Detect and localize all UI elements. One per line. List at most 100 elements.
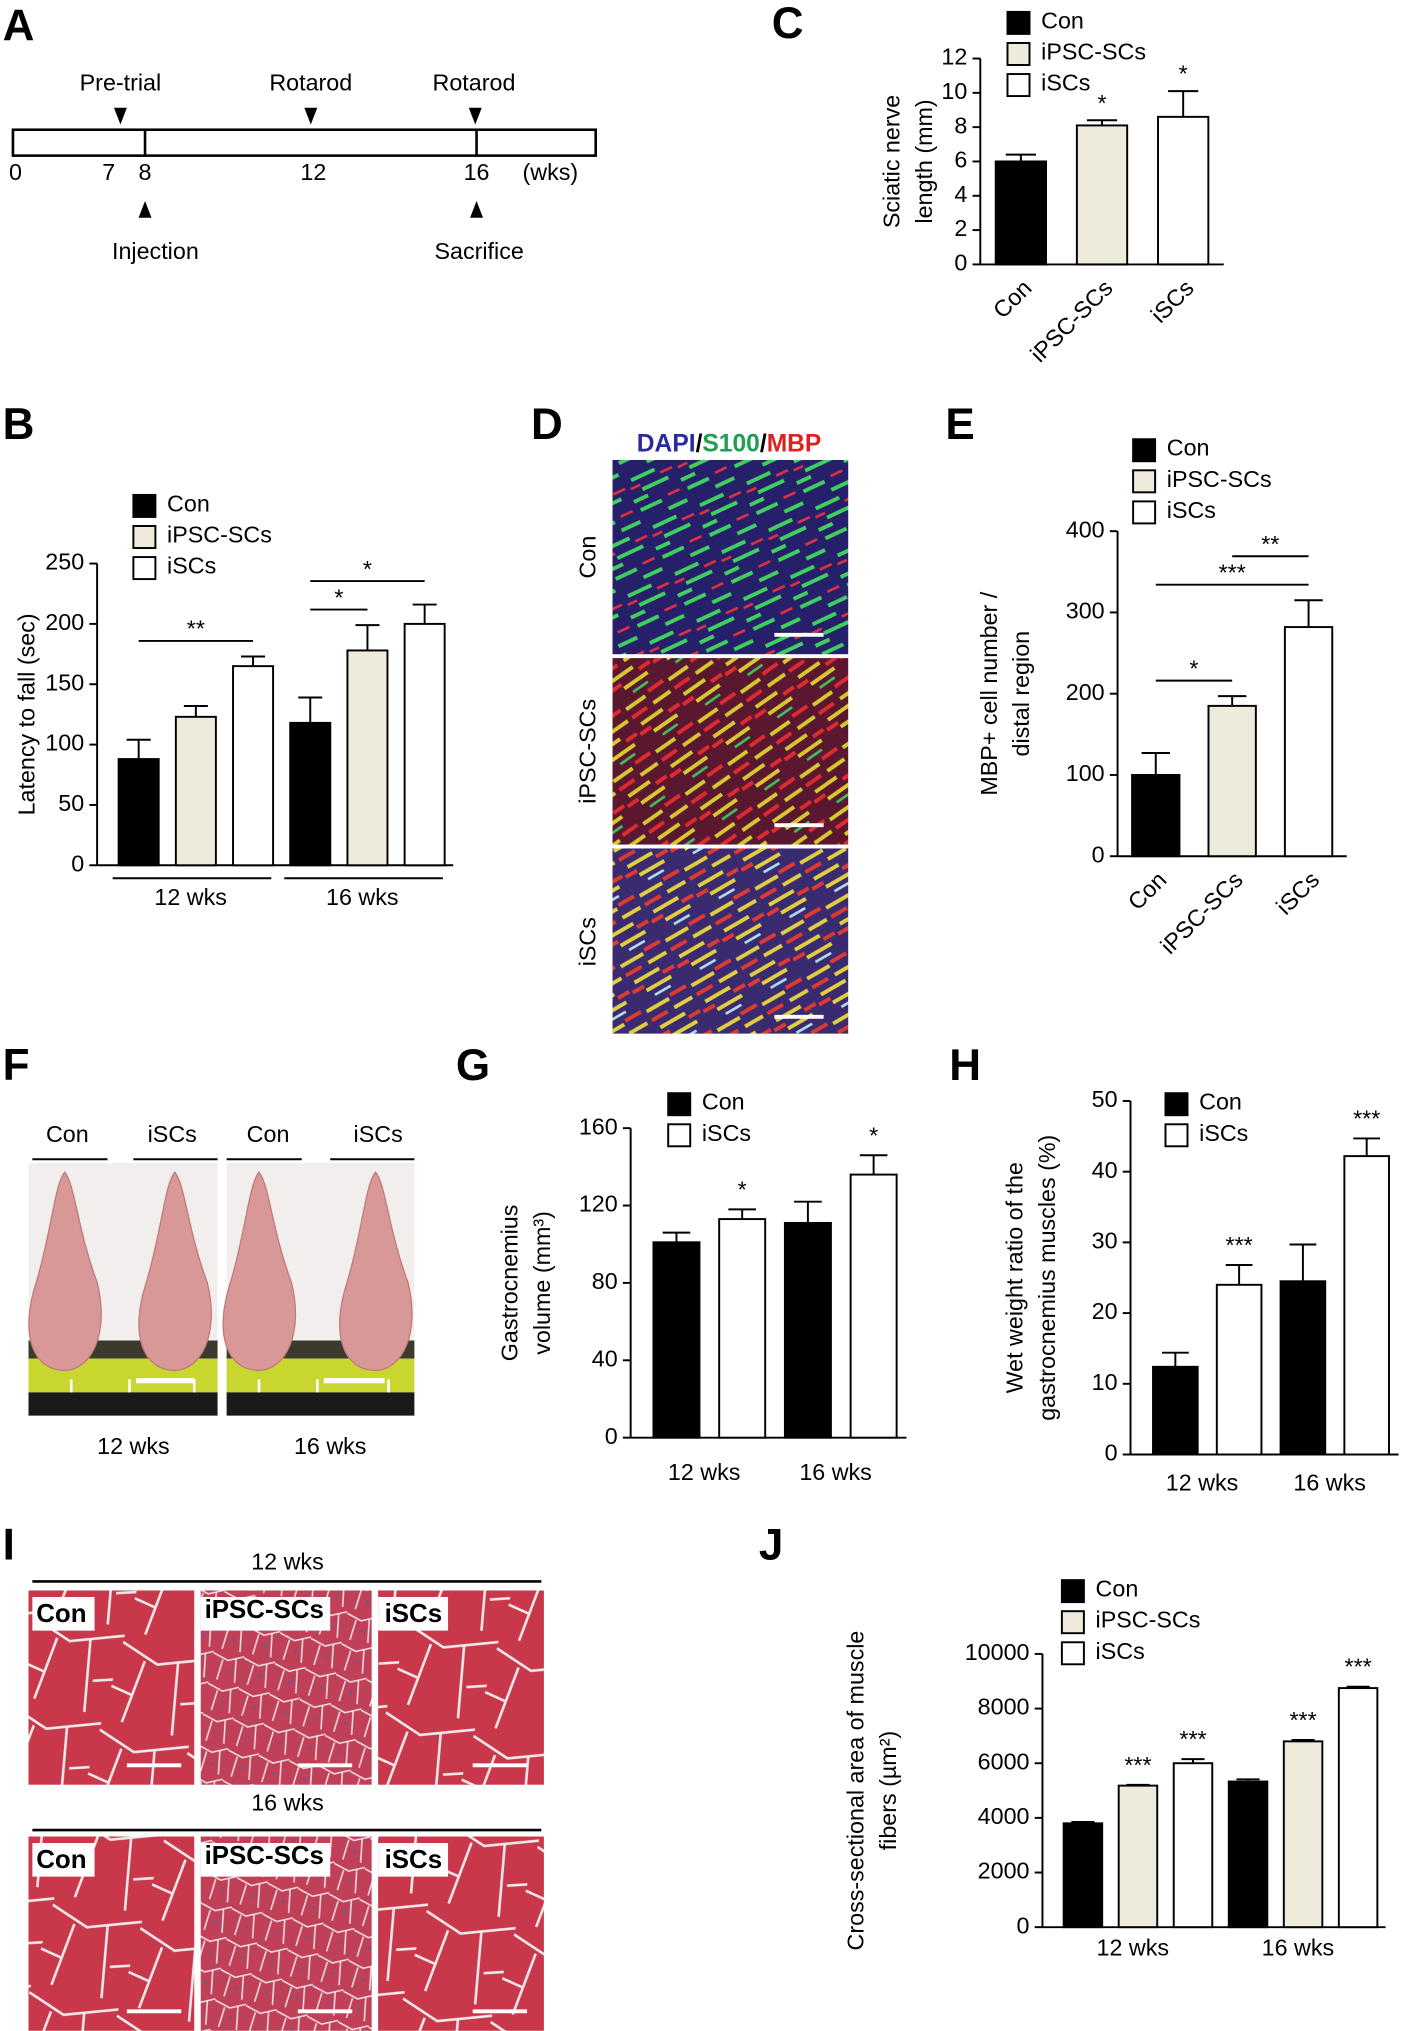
bar [1117, 1784, 1159, 1929]
image-label: Con [36, 1600, 86, 1628]
bar [1283, 626, 1334, 858]
row-label: Con [574, 536, 600, 579]
stain: S100 [702, 430, 759, 457]
bar [1279, 1280, 1327, 1456]
y-tick-label: 4000 [978, 1803, 1030, 1829]
timeline-event: Sacrifice [434, 238, 523, 264]
error-bar [1291, 1739, 1315, 1742]
significance-label: *** [1353, 1105, 1380, 1131]
x-tick-label: Con [1123, 866, 1172, 915]
error-bar [1071, 1821, 1095, 1824]
y-tick-label: 2000 [978, 1858, 1030, 1884]
bar [232, 665, 275, 867]
error-bar [1353, 1137, 1381, 1157]
legend-label: Con [1096, 1576, 1139, 1602]
significance-label: * [1189, 655, 1198, 681]
y-tick-label: 100 [1066, 760, 1105, 786]
timeline-tick: 8 [139, 159, 152, 185]
legend-swatch [1164, 1123, 1189, 1148]
error-bar [1225, 1264, 1253, 1285]
scale-bar [774, 632, 824, 1019]
time-label: 12 wks [97, 1433, 170, 1459]
legend-swatch [1006, 73, 1031, 98]
y-tick-label: 0 [605, 1423, 618, 1449]
panel-label: E [945, 400, 974, 449]
legend-label: iSCs [1096, 1638, 1145, 1664]
x-tick-label: 16 wks [799, 1459, 872, 1485]
bar [289, 721, 332, 867]
image-label: iPSC-SCs [205, 1596, 324, 1624]
error-bar [1161, 1351, 1189, 1367]
legend-swatch [1060, 1610, 1085, 1635]
y-tick-label: 30 [1092, 1228, 1118, 1254]
significance-label: * [1097, 90, 1106, 116]
stain: MBP [767, 430, 822, 457]
column-label: iSCs [354, 1121, 403, 1147]
bar [1215, 1283, 1263, 1456]
timeline-tick: 12 [300, 159, 326, 185]
bar [1157, 115, 1210, 266]
bar [1131, 773, 1181, 858]
legend-swatch [1060, 1579, 1085, 1604]
stain: DAPI [637, 430, 696, 457]
row-label: iSCs [574, 917, 600, 966]
panel-label: F [3, 1041, 30, 1090]
bar [1207, 704, 1257, 858]
legend-label: iSCs [1199, 1120, 1248, 1146]
panel-label: A [3, 1, 35, 50]
time-label: 16 wks [251, 1789, 324, 1815]
bar [403, 622, 446, 867]
legend-label: iSCs [1167, 497, 1216, 523]
y-tick-label: 8000 [978, 1694, 1030, 1720]
timeline-event: Rotarod [433, 70, 516, 96]
error-bar [355, 624, 380, 651]
significance-label: *** [1179, 1726, 1206, 1752]
timeline-event: Pre-trial [80, 70, 162, 96]
error-bar [859, 1154, 888, 1175]
arrow-down [113, 107, 482, 125]
legend-label: Con [1199, 1089, 1242, 1115]
x-tick-label: 12 wks [1097, 1934, 1170, 1960]
y-tick-label: 200 [45, 609, 84, 635]
panel-label: G [456, 1041, 490, 1090]
stain-title: DAPI/S100/MBP [637, 430, 822, 457]
arrow-up [138, 200, 484, 218]
y-tick-label: 20 [1092, 1298, 1118, 1324]
bar [718, 1218, 767, 1439]
bar [652, 1241, 701, 1439]
significance-label: *** [1219, 560, 1246, 586]
y-axis-label: Latency to fall (sec) [14, 613, 40, 815]
significance-label: *** [1124, 1752, 1151, 1778]
x-tick-label: iSCs [1146, 275, 1199, 328]
bar [117, 758, 160, 867]
y-tick-label: 40 [1092, 1157, 1118, 1183]
bar [346, 649, 389, 867]
time-label: 12 wks [251, 1548, 324, 1574]
ruler-tick [69, 1379, 390, 1393]
x-tick-label: iSCs [1271, 866, 1324, 919]
legend-label: Con [1041, 7, 1084, 33]
y-tick-label: 300 [1066, 598, 1105, 624]
significance-label: ** [187, 616, 205, 642]
panel-label: D [531, 400, 563, 449]
photo-panel: Con iSCs Con iSCs 12 wks 16 wks [28, 1121, 415, 1459]
y-tick-label: 0 [71, 850, 84, 876]
legend-swatch [667, 1123, 692, 1148]
error-bar [1168, 90, 1199, 117]
error-bar [126, 738, 151, 760]
label-box [32, 1596, 449, 1877]
column-label: Con [247, 1121, 290, 1147]
ruler-base [28, 1392, 415, 1416]
legend-label: iPSC-SCs [167, 522, 272, 548]
y-tick-label: 6 [954, 147, 967, 173]
legend-label: iPSC-SCs [1096, 1607, 1201, 1633]
legend-swatch [132, 525, 157, 549]
stain: / [696, 430, 703, 457]
significance-label: * [334, 584, 343, 610]
significance-label: * [1179, 61, 1188, 87]
error-bar [298, 696, 323, 723]
y-tick-label: 200 [1066, 679, 1105, 705]
legend-swatch [1132, 469, 1157, 494]
y-tick-label: 0 [1017, 1912, 1030, 1938]
